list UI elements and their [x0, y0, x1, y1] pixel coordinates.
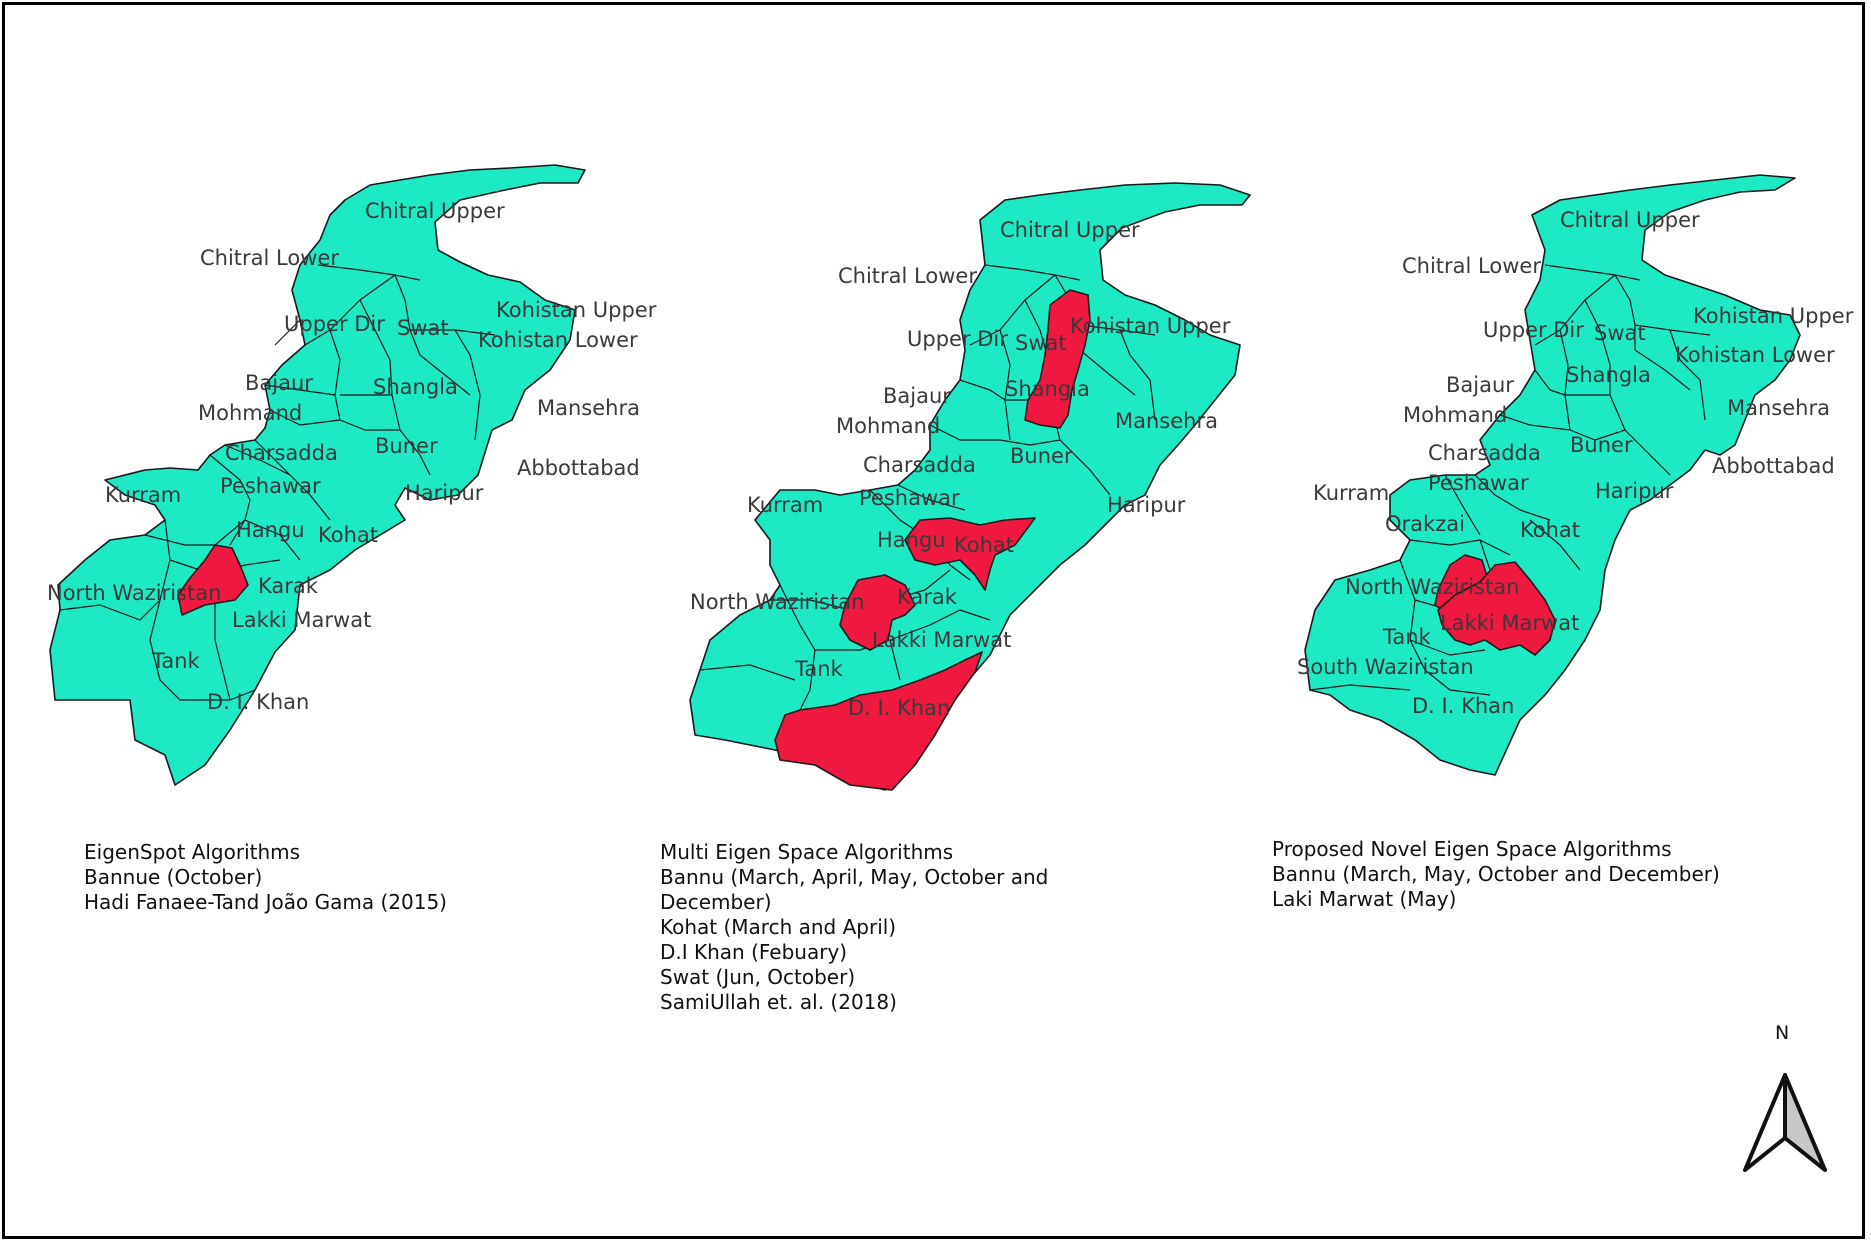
- label-chitral-upper: Chitral Upper: [1000, 218, 1140, 242]
- label-peshawar: Peshawar: [220, 474, 321, 498]
- label-peshawar: Peshawar: [859, 486, 960, 510]
- label-hangu: Hangu: [236, 518, 305, 542]
- map-multi-eigen: Chitral Upper Chitral Lower Upper Dir Sw…: [630, 0, 1270, 820]
- label-haripur: Haripur: [405, 481, 484, 505]
- label-mansehra: Mansehra: [1727, 396, 1830, 420]
- label-buner: Buner: [1570, 433, 1633, 457]
- label-lakki-marwat: Lakki Marwat: [872, 628, 1011, 652]
- label-di-khan: D. I. Khan: [848, 696, 950, 720]
- label-buner: Buner: [1010, 444, 1073, 468]
- label-bajaur: Bajaur: [245, 371, 313, 395]
- label-abbottabad: Abbottabad: [517, 456, 640, 480]
- caption-line: Proposed Novel Eigen Space Algorithms: [1272, 837, 1672, 861]
- label-swat: Swat: [397, 316, 449, 340]
- caption-proposed: Proposed Novel Eigen Space Algorithms Ba…: [1272, 837, 1720, 912]
- caption-line: December): [660, 890, 772, 914]
- caption-line: Swat (Jun, October): [660, 965, 856, 989]
- label-haripur: Haripur: [1107, 493, 1186, 517]
- label-swat: Swat: [1015, 331, 1067, 355]
- caption-line: SamiUllah et. al. (2018): [660, 990, 897, 1014]
- label-di-khan: D. I. Khan: [207, 690, 309, 714]
- label-kurram: Kurram: [1313, 481, 1389, 505]
- label-north-waziristan: North Waziristan: [47, 581, 221, 605]
- label-shangla: Shangla: [1005, 377, 1090, 401]
- district-borders: [1309, 264, 1711, 696]
- label-kohistan-upper: Kohistan Upper: [1693, 304, 1854, 328]
- label-karak: Karak: [897, 585, 958, 609]
- label-abbottabad: Abbottabad: [1712, 454, 1835, 478]
- label-di-khan: D. I. Khan: [1412, 694, 1514, 718]
- label-bajaur: Bajaur: [1446, 373, 1514, 397]
- di-khan-highlight: [774, 651, 983, 791]
- label-mansehra: Mansehra: [537, 396, 640, 420]
- caption-line: Bannu (March, April, May, October and: [660, 865, 1049, 889]
- label-tank: Tank: [151, 649, 201, 673]
- caption-line: Bannu (March, May, October and December): [1272, 862, 1720, 886]
- label-orakzai: Orakzai: [1385, 512, 1465, 536]
- caption-multi-eigen: Multi Eigen Space Algorithms Bannu (Marc…: [660, 840, 1048, 1015]
- label-north-waziristan: North Waziristan: [690, 590, 864, 614]
- label-kohistan-lower: Kohistan Lower: [478, 328, 638, 352]
- bannu-highlight: [177, 544, 249, 616]
- label-kohistan-upper: Kohistan Upper: [1070, 314, 1231, 338]
- label-buner: Buner: [375, 434, 438, 458]
- label-kohistan-upper: Kohistan Upper: [496, 298, 657, 322]
- caption-line: EigenSpot Algorithms: [84, 840, 301, 864]
- caption-line: D.I Khan (Febuary): [660, 940, 848, 964]
- caption-eigenspot: EigenSpot Algorithms Bannue (October) Ha…: [84, 840, 447, 915]
- label-north-waziristan: North Waziristan: [1345, 575, 1519, 599]
- label-lakki-marwat: Lakki Marwat: [1440, 611, 1579, 635]
- label-charsadda: Charsadda: [1428, 441, 1541, 465]
- label-kohat: Kohat: [1520, 518, 1580, 542]
- label-kurram: Kurram: [105, 483, 181, 507]
- label-kurram: Kurram: [747, 493, 823, 517]
- label-peshawar: Peshawar: [1428, 471, 1529, 495]
- caption-line: Multi Eigen Space Algorithms: [660, 840, 954, 864]
- swat-highlight: [1024, 289, 1091, 429]
- label-chitral-upper: Chitral Upper: [365, 199, 505, 223]
- label-upper-dir: Upper Dir: [907, 327, 1008, 351]
- label-kohistan-lower: Kohistan Lower: [1675, 343, 1835, 367]
- caption-line: Kohat (March and April): [660, 915, 897, 939]
- label-kohat: Kohat: [318, 523, 378, 547]
- north-label: N: [1775, 1022, 1790, 1044]
- label-upper-dir: Upper Dir: [284, 312, 385, 336]
- label-chitral-lower: Chitral Lower: [838, 264, 977, 288]
- north-arrow-icon: [1743, 1073, 1827, 1172]
- label-karak: Karak: [258, 574, 319, 598]
- label-shangla: Shangla: [373, 375, 458, 399]
- label-bajaur: Bajaur: [883, 384, 951, 408]
- caption-line: Bannue (October): [84, 865, 263, 889]
- label-haripur: Haripur: [1595, 479, 1674, 503]
- label-swat: Swat: [1594, 321, 1646, 345]
- label-kohat: Kohat: [954, 533, 1014, 557]
- map-eigenspot: Chitral Upper Chitral Lower Upper Dir Sw…: [0, 0, 700, 820]
- label-mohmand: Mohmand: [198, 401, 302, 425]
- lakki-marwat-highlight: [1437, 561, 1556, 656]
- bannu-highlight: [839, 574, 916, 651]
- kohat-highlight: [904, 517, 1036, 591]
- label-mohmand: Mohmand: [1403, 403, 1507, 427]
- label-upper-dir: Upper Dir: [1483, 318, 1584, 342]
- label-chitral-lower: Chitral Lower: [1402, 254, 1541, 278]
- label-shangla: Shangla: [1566, 363, 1651, 387]
- label-chitral-lower: Chitral Lower: [200, 246, 339, 270]
- label-tank: Tank: [1382, 625, 1432, 649]
- label-south-waziristan: South Waziristan: [1297, 655, 1474, 679]
- map-proposed: Chitral Upper Chitral Lower Upper Dir Sw…: [1250, 0, 1854, 820]
- label-charsadda: Charsadda: [863, 453, 976, 477]
- label-mansehra: Mansehra: [1115, 409, 1218, 433]
- label-lakki-marwat: Lakki Marwat: [232, 608, 371, 632]
- label-tank: Tank: [794, 657, 844, 681]
- label-hangu: Hangu: [877, 528, 946, 552]
- caption-line: Laki Marwat (May): [1272, 887, 1457, 911]
- caption-line: Hadi Fanaee-Tand João Gama (2015): [84, 890, 447, 914]
- label-mohmand: Mohmand: [836, 414, 940, 438]
- label-charsadda: Charsadda: [225, 441, 338, 465]
- label-chitral-upper: Chitral Upper: [1560, 208, 1700, 232]
